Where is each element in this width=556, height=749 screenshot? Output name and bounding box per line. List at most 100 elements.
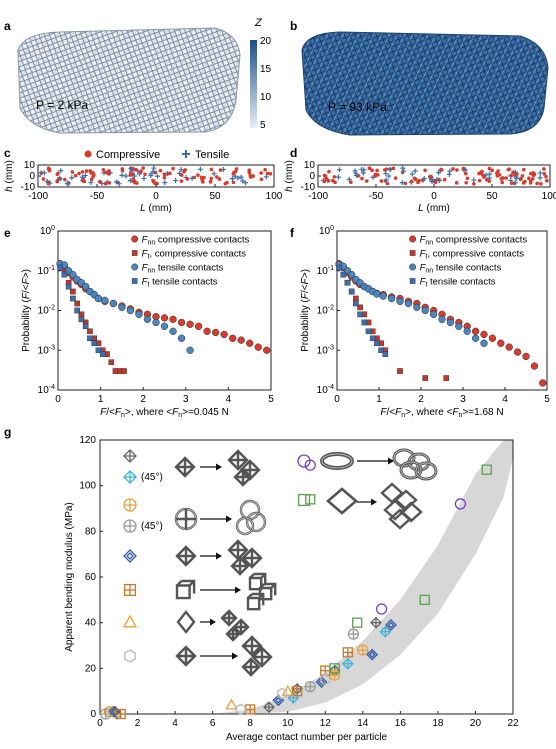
compressive-contact-marker: [451, 167, 455, 171]
compressive-contact-marker: [171, 166, 175, 171]
data-point-circle: [455, 322, 463, 330]
data-point-square: [87, 328, 93, 335]
y-axis-label-text: /<: [21, 284, 32, 293]
marker-cross: [348, 629, 359, 640]
compressive-contact-marker: [104, 170, 109, 175]
x-tick-label: 10: [282, 718, 294, 729]
y-axis-label-unit: (mm): [4, 160, 15, 186]
x-axis-label: Average contact number per particle: [226, 732, 387, 743]
marker-diamond: [315, 676, 328, 688]
tensile-contact-marker: [119, 172, 125, 178]
compressive-contact-marker: [158, 168, 163, 173]
x-axis-label-part: /<: [106, 407, 115, 418]
tensile-contact-marker: [409, 171, 415, 177]
tensile-contact-marker: [399, 180, 405, 186]
y-tick-label: 10-2: [38, 305, 55, 317]
legend-label: Fnn compressive contacts: [142, 235, 250, 247]
marker-square: [481, 464, 492, 475]
compressive-contact-marker: [428, 174, 432, 179]
compressive-contact-marker: [107, 181, 112, 185]
compressive-contact-marker: [168, 171, 172, 176]
data-point-circle: [387, 294, 396, 303]
tensile-contact-marker: [400, 165, 406, 171]
compressive-contact-marker: [128, 171, 133, 176]
legend-marker: [409, 263, 417, 271]
data-point-circle: [109, 299, 118, 308]
x-tick-label: 50: [209, 191, 221, 202]
y-axis-label-text: Probability (: [300, 298, 311, 351]
compressive-contact-marker: [322, 179, 327, 184]
legend-symbol: F: [420, 249, 427, 260]
tensile-contact-marker: [58, 168, 64, 174]
tensile-contact-marker: [353, 170, 359, 176]
tensile-contact-marker: [197, 166, 203, 172]
particle-frame: [230, 556, 250, 576]
x-axis-label-unit: (mm): [424, 203, 450, 214]
x-axis-label: F/<Fn>, where <Fn>=0.045 N: [100, 407, 229, 419]
compressive-contact-marker: [143, 172, 147, 177]
tensile-contact-marker: [463, 167, 469, 173]
x-axis-label: F/<Fn>, where <Fn>=1.68 N: [380, 407, 503, 419]
y-tick-label: 0: [29, 171, 35, 182]
particle-ring-highlight: [246, 512, 266, 532]
x-axis-label-part: F: [100, 407, 107, 418]
legend-symbol: F: [420, 235, 427, 246]
compressive-contact-marker: [101, 167, 106, 172]
compressive-contact-marker: [41, 177, 46, 181]
x-tick-label: 14: [357, 718, 369, 729]
data-point-circle: [211, 328, 220, 337]
particle-frame: [380, 482, 404, 504]
legend-text: , compressive contacts: [149, 249, 246, 260]
particle-frame: [326, 487, 358, 515]
compressive-contact-marker: [70, 170, 75, 174]
compressive-contact-marker: [327, 169, 331, 174]
legend-symbol: F: [142, 235, 149, 246]
panel-g-letter: g: [4, 425, 11, 439]
particle-frame: [225, 626, 241, 642]
granular-mesh-image-b: [301, 31, 549, 136]
compressive-contact-marker: [455, 168, 459, 172]
tensile-contact-marker: [131, 173, 137, 179]
y-tick-label: -10: [21, 182, 36, 193]
x-axis-label-part: F: [380, 407, 387, 418]
y-tick-label: 10-1: [317, 265, 334, 277]
data-point-circle: [246, 339, 254, 347]
compressive-contact-marker: [542, 172, 547, 176]
legend-symbol: F: [142, 277, 149, 288]
particle-frame: [251, 646, 273, 668]
data-point-square: [348, 288, 355, 295]
compressive-contact-marker: [439, 167, 444, 172]
arrow-head: [216, 552, 222, 560]
data-point-circle: [118, 303, 126, 312]
y-tick-label: 10-4: [38, 384, 55, 396]
tensile-contact-marker: [352, 168, 358, 174]
compressive-contact-marker: [209, 176, 214, 181]
tensile-contact-marker: [79, 174, 85, 180]
data-point-square: [397, 368, 403, 374]
particle-frame: [174, 456, 196, 478]
y-tick-label: 10-3: [38, 344, 55, 356]
compressive-contact-marker: [496, 169, 500, 173]
legend-subscript: t: [147, 282, 149, 289]
marker-cross: [292, 686, 302, 696]
compressive-contact-marker: [91, 171, 95, 175]
arrow-head: [371, 498, 377, 506]
data-point-circle: [220, 330, 228, 339]
tensile-contact-marker: [346, 177, 352, 183]
data-point-circle: [177, 318, 186, 327]
compressive-contact-marker: [509, 181, 514, 185]
tensile-contact-marker: [412, 168, 418, 174]
data-point-circle: [169, 327, 177, 335]
angle-tag: (45°): [141, 472, 163, 483]
compressive-contact-marker: [542, 167, 546, 171]
legend-marker: [409, 250, 416, 256]
marker-crossed-diamond: [263, 701, 275, 714]
data-point-circle: [254, 343, 262, 351]
y-tick-label: 20: [85, 663, 97, 674]
y-tick-exponent: 0: [330, 225, 334, 232]
y-tick-label: 10-3: [317, 344, 334, 356]
data-point-circle: [143, 315, 152, 323]
marker-hexagon: [235, 703, 246, 716]
y-tick-label: 10: [304, 160, 316, 171]
